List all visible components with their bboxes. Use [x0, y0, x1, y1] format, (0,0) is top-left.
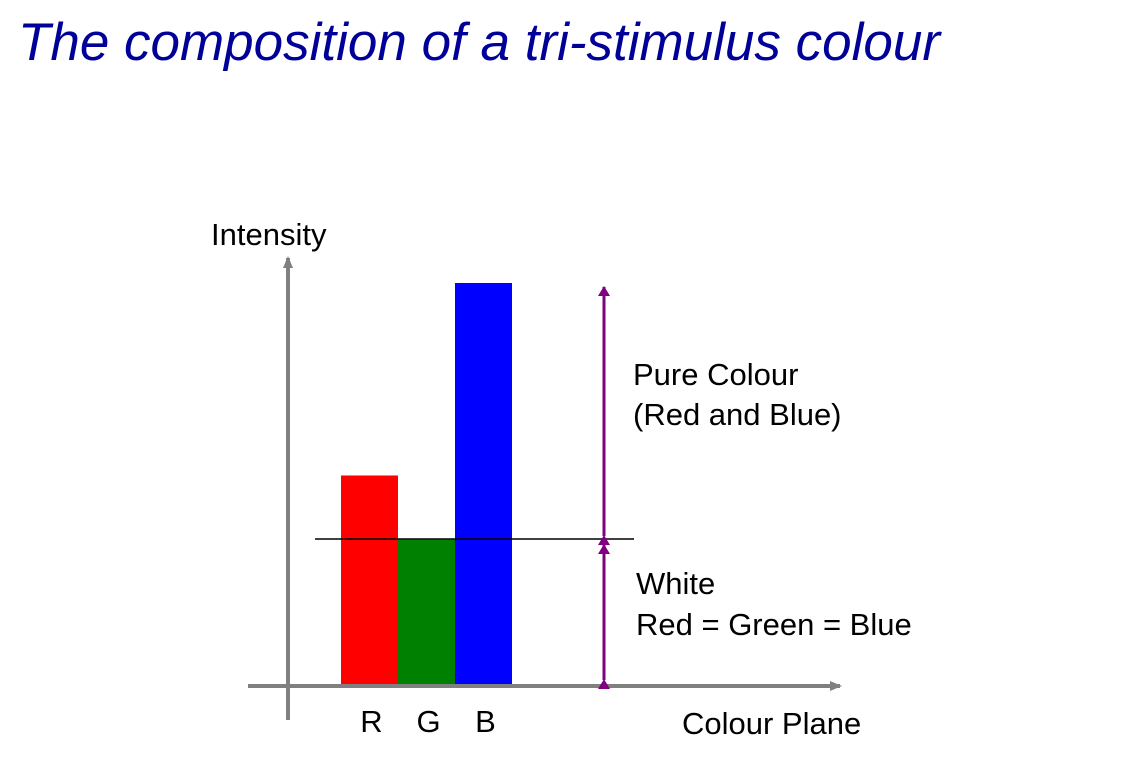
white-sublabel: Red = Green = Blue — [636, 607, 912, 642]
y-axis-label: Intensity — [211, 217, 327, 252]
bar-label-g: G — [416, 704, 440, 739]
bars-group — [341, 283, 512, 684]
bar-r — [341, 475, 398, 684]
slide-title: The composition of a tri-stimulus colour — [18, 13, 940, 72]
x-axis-label: Colour Plane — [682, 706, 861, 741]
pure-colour-sublabel: (Red and Blue) — [633, 397, 842, 432]
pure-colour-label: Pure Colour — [633, 357, 798, 392]
bar-label-r: R — [360, 704, 382, 739]
bar-g — [398, 539, 455, 684]
white-label: White — [636, 566, 715, 601]
bar-label-b: B — [475, 704, 496, 739]
bar-b — [455, 283, 512, 684]
